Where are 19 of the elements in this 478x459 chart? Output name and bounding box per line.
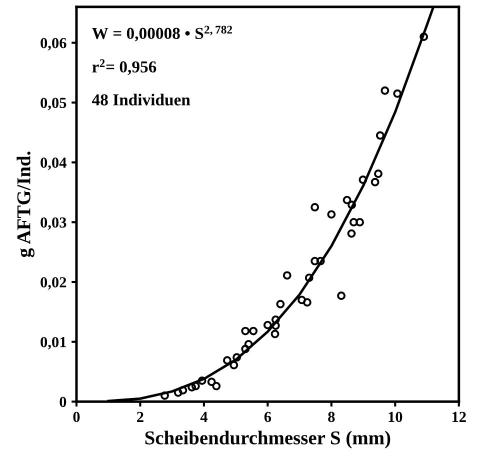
- x-tick-label: 10: [388, 412, 402, 422]
- annotation: W = 0,00008 • S$^{2,782}$: [92, 26, 232, 42]
- y-tick-label: 0,06: [40, 38, 66, 50]
- x-tick-label: 12: [452, 412, 466, 422]
- y-tick-label: 0,04: [40, 158, 66, 170]
- x-tick-label: 0: [73, 412, 80, 422]
- x-tick-label: 2: [137, 412, 144, 422]
- annotation: r$^{2}$= 0,956: [92, 59, 156, 75]
- y-tick-label: 0,01: [40, 336, 66, 350]
- x-tick-label: 8: [328, 412, 335, 422]
- annotation: 48 Individuen: [92, 94, 190, 106]
- y-tick-label: 0,05: [40, 98, 66, 110]
- y-tick-label: 0,02: [40, 277, 66, 290]
- y-tick-label: 0: [60, 396, 66, 408]
- y-tick-label: 0,03: [40, 217, 66, 230]
- x-tick-label: 6: [264, 412, 272, 422]
- y-axis-title: g AFTG/Ind.: [16, 152, 34, 258]
- x-tick-label: 4: [200, 412, 208, 422]
- x-axis-title: Scheibendurchmesser S (mm): [145, 430, 390, 448]
